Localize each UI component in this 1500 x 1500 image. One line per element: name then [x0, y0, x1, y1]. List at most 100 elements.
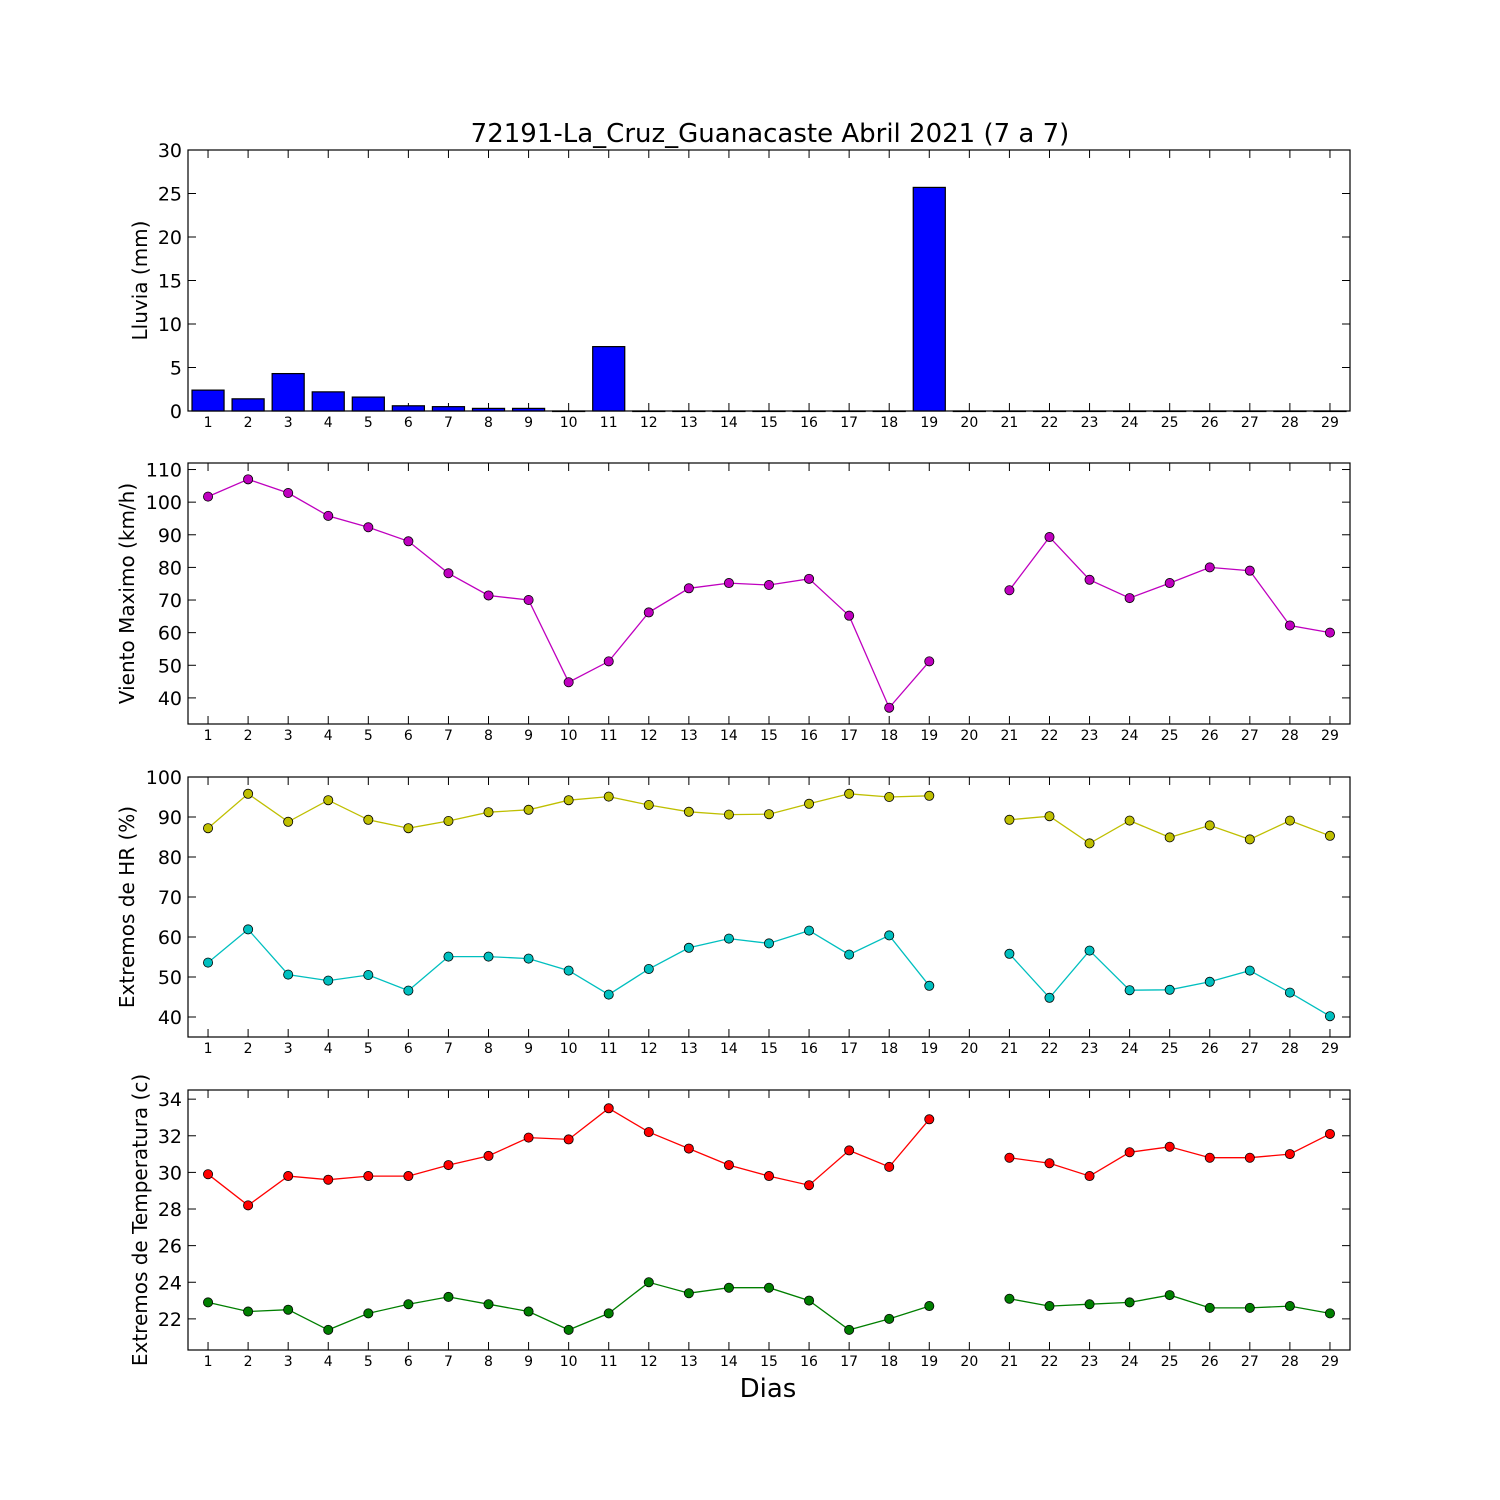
x-tick-label: 14	[720, 1041, 738, 1057]
x-tick-label: 1	[204, 1354, 213, 1370]
rain-bar	[672, 410, 706, 413]
data-point	[203, 823, 214, 834]
data-point	[723, 933, 734, 944]
data-point	[1004, 1293, 1015, 1304]
x-tick-label: 17	[840, 1041, 858, 1057]
data-point	[1164, 578, 1175, 589]
x-tick-label: 18	[880, 1354, 898, 1370]
data-point	[403, 1171, 414, 1182]
rain-bar	[1273, 410, 1307, 413]
x-tick-label: 5	[364, 1041, 373, 1057]
x-tick-label: 8	[484, 415, 493, 431]
y-tick-label: 110	[146, 460, 182, 482]
y-tick-label: 25	[158, 184, 182, 206]
x-tick-label: 16	[800, 415, 818, 431]
data-point	[643, 1277, 654, 1288]
rain-bar	[952, 410, 986, 413]
rain-bar	[471, 407, 506, 412]
x-axis-label: Dias	[740, 1374, 797, 1404]
x-tick-label: 12	[640, 415, 658, 431]
x-tick-label: 23	[1081, 1041, 1099, 1057]
data-point	[683, 806, 694, 817]
data-point	[1324, 1011, 1335, 1022]
x-tick-label: 9	[524, 1354, 533, 1370]
x-tick-label: 2	[244, 728, 253, 744]
rain-bar	[191, 389, 225, 412]
x-tick-label: 15	[760, 728, 778, 744]
data-point	[203, 491, 214, 502]
x-tick-label: 15	[760, 1354, 778, 1370]
x-tick-label: 27	[1241, 1041, 1259, 1057]
x-tick-label: 7	[444, 1354, 453, 1370]
x-tick-label: 7	[444, 415, 453, 431]
x-tick-label: 23	[1081, 728, 1099, 744]
data-point	[523, 804, 534, 815]
rain-bar	[832, 410, 866, 413]
data-point	[1284, 987, 1295, 998]
data-point	[1124, 1297, 1135, 1308]
x-tick-label: 17	[840, 415, 858, 431]
x-tick-label: 26	[1201, 1041, 1219, 1057]
data-point	[363, 970, 374, 981]
x-tick-label: 25	[1161, 415, 1179, 431]
y-tick-label: 70	[158, 590, 182, 612]
data-point	[683, 942, 694, 953]
data-point	[323, 975, 334, 986]
data-point	[283, 1171, 294, 1182]
x-tick-label: 13	[680, 1041, 698, 1057]
data-point	[243, 474, 254, 485]
data-point	[1244, 965, 1255, 976]
data-point	[1204, 1152, 1215, 1163]
data-point	[683, 1143, 694, 1154]
plot-frame	[187, 149, 1351, 412]
x-tick-label: 7	[444, 1041, 453, 1057]
data-point	[1204, 820, 1215, 831]
data-point	[723, 1160, 734, 1171]
data-point	[1124, 593, 1135, 604]
x-tick-label: 4	[324, 1041, 333, 1057]
plot-frame	[187, 462, 1351, 725]
data-point	[203, 1169, 214, 1180]
plot-frame	[187, 1089, 1351, 1351]
x-tick-label: 26	[1201, 728, 1219, 744]
x-tick-label: 22	[1041, 728, 1059, 744]
data-point	[1284, 620, 1295, 631]
y-tick-label: 5	[170, 358, 182, 380]
data-point	[643, 964, 654, 975]
data-point	[1164, 1290, 1175, 1301]
x-tick-label: 19	[920, 1354, 938, 1370]
data-point	[243, 788, 254, 799]
data-point	[643, 800, 654, 811]
x-tick-label: 6	[404, 1041, 413, 1057]
x-tick-label: 29	[1321, 415, 1339, 431]
x-tick-label: 15	[760, 1041, 778, 1057]
x-tick-label: 29	[1321, 1041, 1339, 1057]
x-tick-label: 4	[324, 728, 333, 744]
data-point	[483, 590, 494, 601]
y-tick-label: 60	[158, 927, 182, 949]
x-tick-label: 23	[1081, 415, 1099, 431]
data-point	[523, 1306, 534, 1317]
data-point	[1164, 832, 1175, 843]
y-tick-label: 80	[158, 557, 182, 579]
data-point	[483, 1150, 494, 1161]
x-tick-label: 11	[600, 415, 618, 431]
data-point	[884, 930, 895, 941]
y-tick-label: 34	[158, 1089, 182, 1111]
data-point	[1284, 815, 1295, 826]
rain-bar	[431, 406, 466, 412]
data-point	[403, 536, 414, 547]
y-axis-label: Extremos de HR (%)	[115, 806, 139, 1008]
rain-bar	[311, 391, 345, 412]
y-tick-label: 80	[158, 847, 182, 869]
data-point	[884, 702, 895, 713]
data-point	[1164, 984, 1175, 995]
x-tick-label: 19	[920, 728, 938, 744]
x-tick-label: 26	[1201, 415, 1219, 431]
rain-bar	[792, 410, 826, 413]
data-point	[403, 1299, 414, 1310]
x-tick-label: 5	[364, 415, 373, 431]
series-line	[207, 1107, 1331, 1207]
